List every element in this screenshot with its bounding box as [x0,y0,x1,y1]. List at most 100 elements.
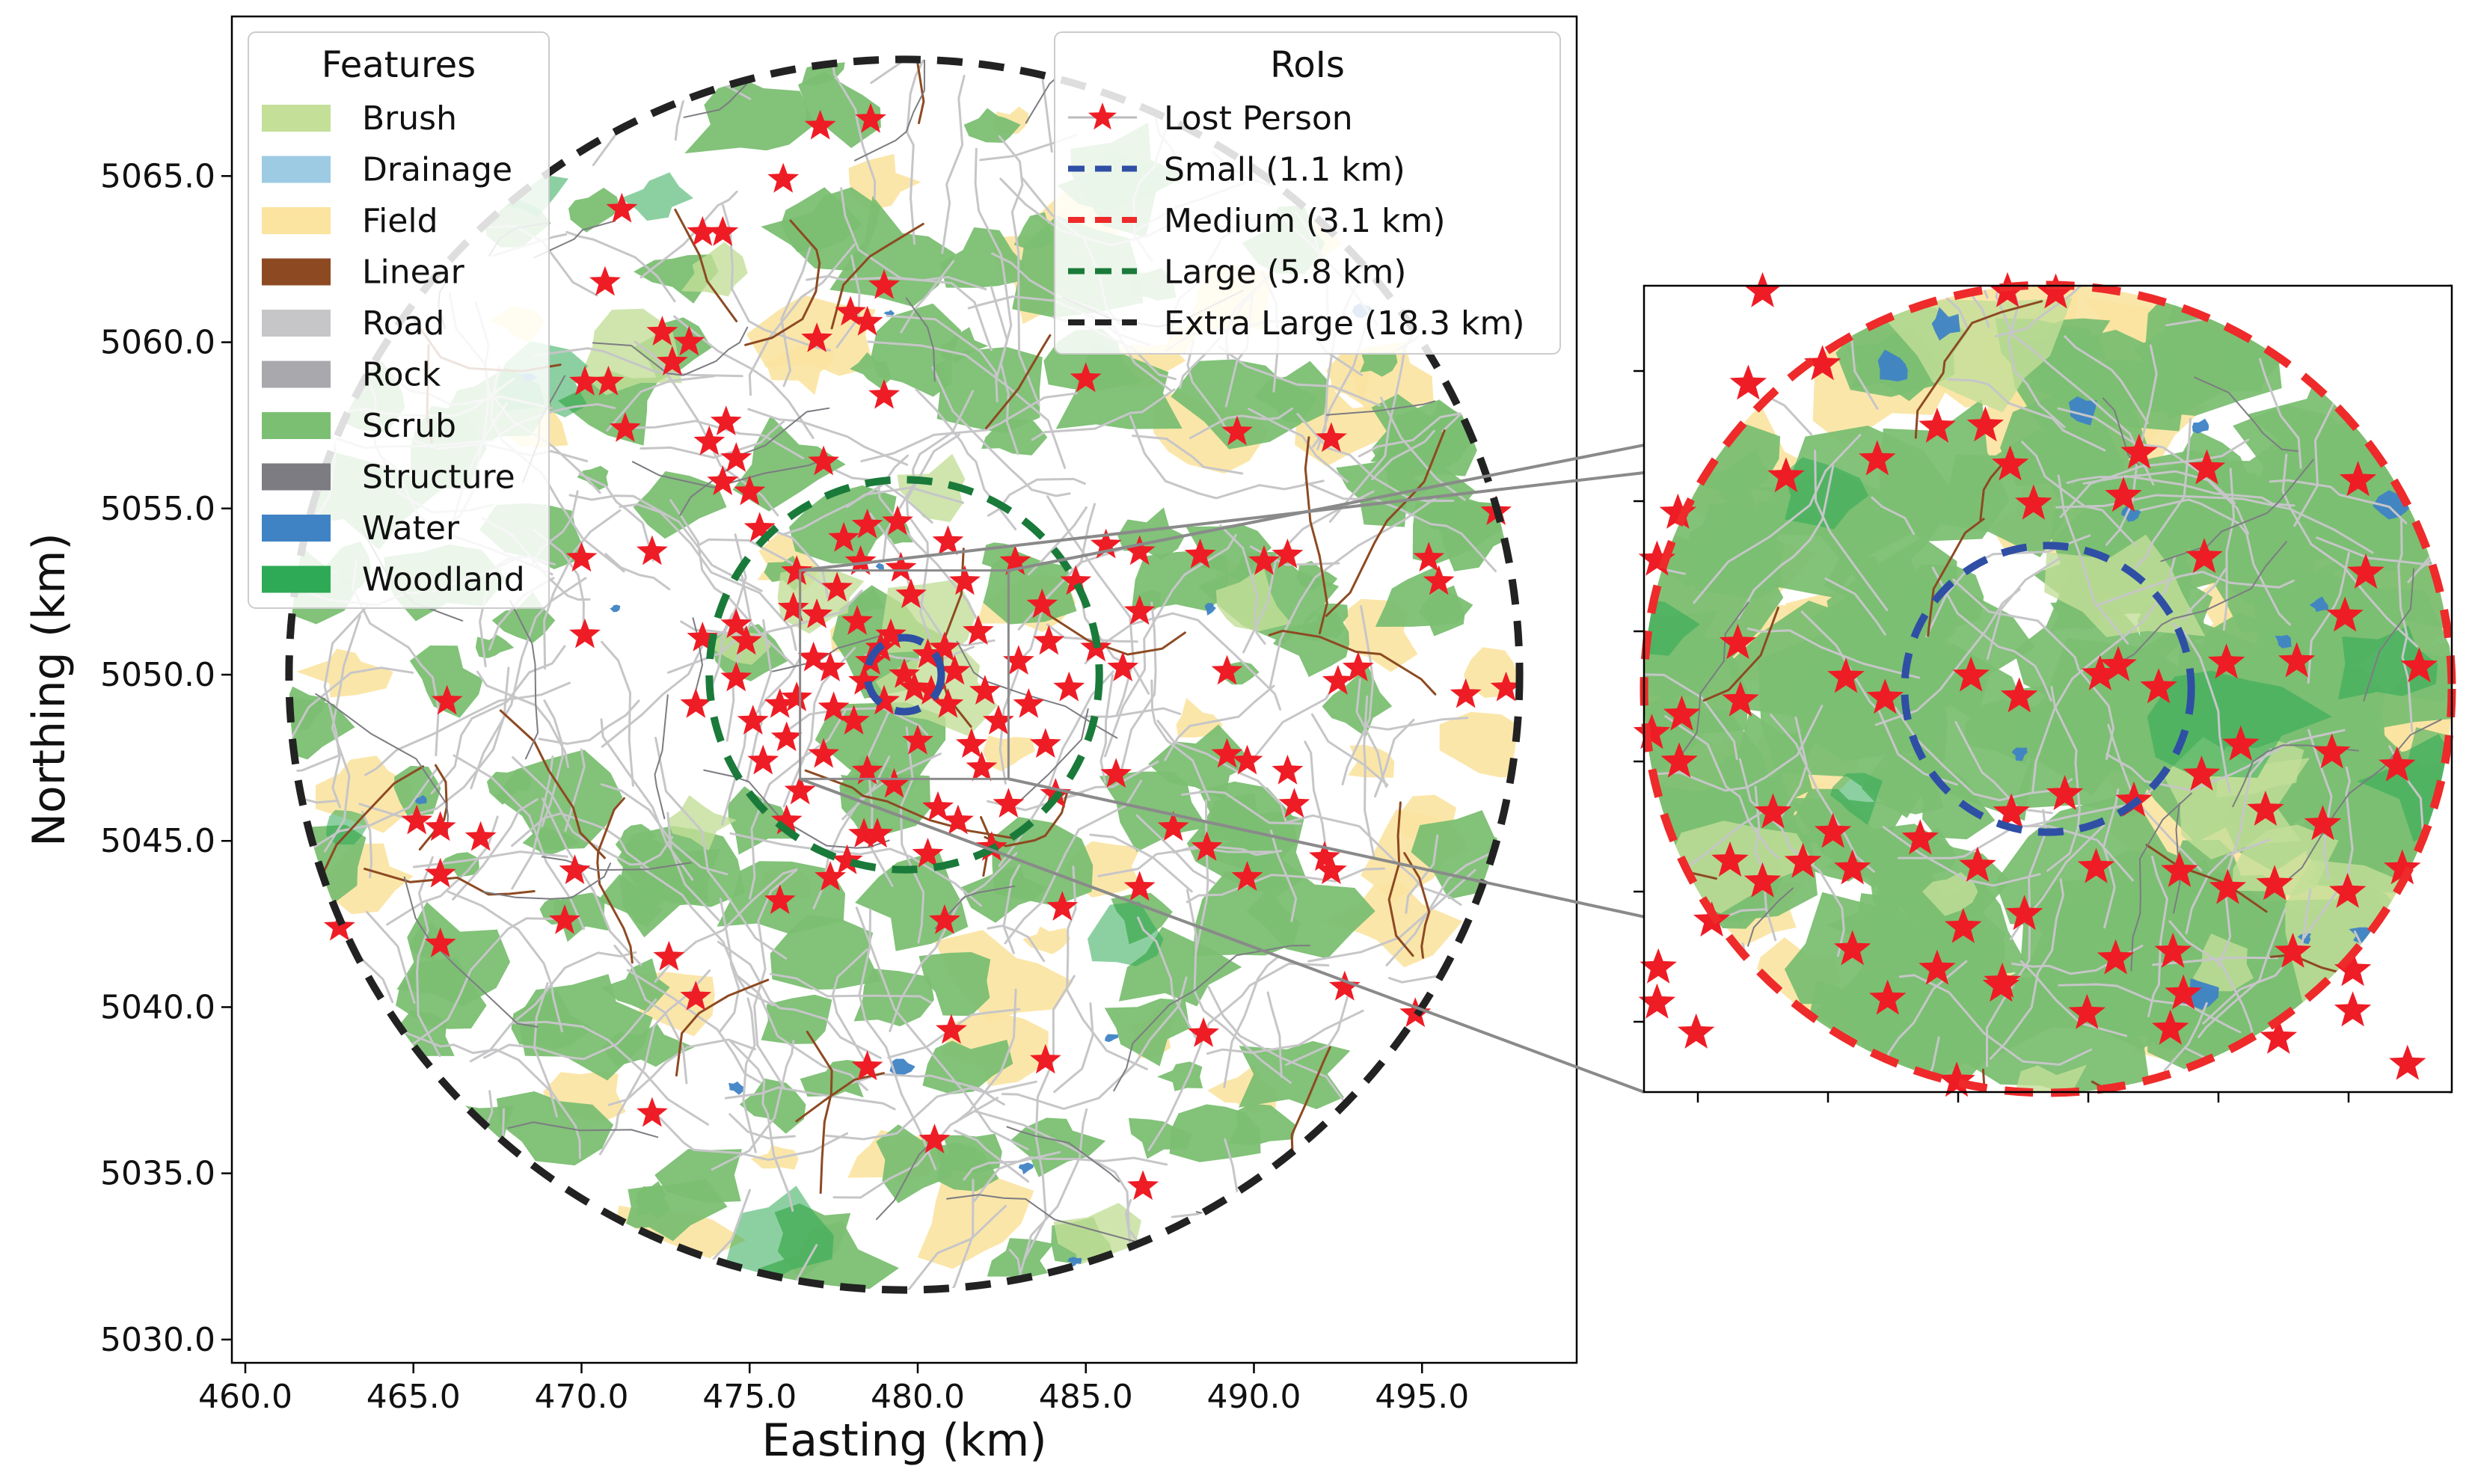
lost-person-star [565,542,598,572]
road-line [1826,960,1968,1093]
lost-person-star [902,724,933,755]
water-patch [2309,596,2328,613]
scrub-patch [981,417,1048,456]
x-axis-ticks: 460.0 465.0 470.0 475.0 480.0 485.0 490.0 495.0 [198,1363,1469,1416]
structure-line [934,885,1016,930]
small-roi-circle [863,634,945,716]
water-patch [1105,1034,1119,1043]
woodland-patch [326,809,368,845]
road-line [1844,285,1989,299]
road-line [859,1204,1007,1290]
road-line [1380,396,1466,501]
road-line [1046,623,1138,643]
lost-person-star [818,691,850,722]
linear-feature [596,797,634,964]
scrub-patch [1644,567,1719,699]
road-line [533,347,743,378]
lost-person-star [1123,535,1156,565]
linear-feature [2145,844,2268,913]
road-line [2105,729,2346,791]
inset-lost-person-star [2100,646,2137,681]
lost-person-star [889,658,920,688]
road-line [2031,556,2176,794]
y-tick-label: 5050.0 [100,656,215,694]
lost-person-star [868,378,900,409]
lost-person-star [942,804,974,835]
road-line [640,190,738,279]
road-line [1754,785,1777,942]
inset-lost-person-star [2165,974,2202,1010]
road-line [955,988,1017,1123]
structure-line [1006,1126,1120,1183]
water-patch [1067,1257,1082,1268]
brush-patch [1922,871,1978,916]
structure-line [509,600,539,760]
road-line [447,890,563,1033]
road-line [998,135,1040,406]
roi-legend-label: Lost Person [1164,99,1353,138]
roi-legend-label: Extra Large (18.3 km) [1164,304,1525,343]
field-patch [1439,711,1520,779]
lost-person-star [855,102,886,133]
structure-line [654,694,669,820]
structure-line [853,59,925,162]
road-line [747,408,909,466]
road-line [1304,741,1328,850]
inset-lost-person-star [2188,449,2226,485]
lost-person-star [939,654,971,685]
road-line [860,392,1079,463]
road-line [1150,679,1211,802]
road-line [366,910,416,1005]
road-line [1206,1009,1364,1055]
road-line [2147,855,2168,1018]
road-line [469,951,637,1063]
y-tick-label: 5060.0 [100,324,215,362]
road-line [386,815,499,926]
lost-person-star [606,192,638,223]
road-line [404,1031,558,1117]
road-line [1644,673,1738,767]
scrub-patch [553,892,609,942]
y-tick-label: 5035.0 [100,1155,215,1193]
road-line [2202,888,2312,1025]
road-line [2055,494,2374,554]
road-line [2185,838,2271,935]
road-line [1284,992,1350,1066]
road-line [2019,960,2128,1037]
inset-lost-person-star [1722,681,1759,717]
road-line [2059,438,2250,518]
scrub-patch [983,549,1077,625]
inset-lost-person-star [2378,746,2416,782]
y-tick-label: 5045.0 [100,822,215,860]
lost-person-star [922,791,954,821]
road-line [1066,865,1148,1070]
road-line [1001,976,1188,1110]
feature-legend-swatch [262,310,331,337]
road-line [717,940,882,1059]
y-axis-label: Northing (km) [23,533,76,847]
road-line [2168,920,2266,1078]
road-line [1954,720,2053,815]
lost-person-star [767,162,800,193]
linear-feature [1914,300,2043,439]
scrub-patch [940,327,989,364]
lost-person-star [1450,678,1482,708]
water-patch [1931,307,1960,341]
linear-feature [1290,1046,1331,1174]
lost-person-star [1272,539,1304,568]
road-line [954,1129,1030,1183]
lost-person-star [949,565,981,595]
inset-lost-person-star [1719,624,1757,660]
road-line [829,59,877,200]
road-line [604,553,671,591]
road-line [1218,345,1381,407]
feature-legend: Features Brush Drainage Field Linear Road Roc… [248,31,550,609]
lost-person-star [1315,854,1347,884]
lost-person-star [637,1097,668,1127]
lost-person-star [804,109,836,140]
lost-person-star [1100,758,1132,788]
lost-person-star [1029,1043,1061,1074]
road-line [1304,481,1497,572]
feature-legend-swatch [262,361,331,388]
